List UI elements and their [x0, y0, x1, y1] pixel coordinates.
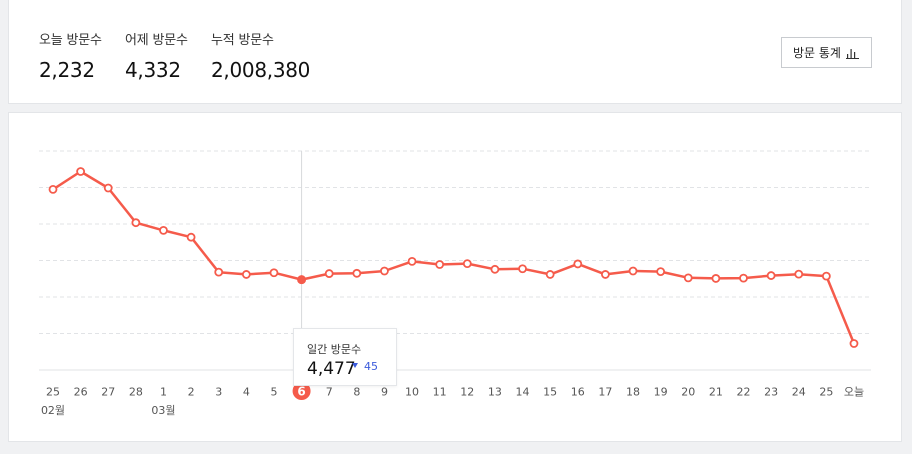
chart-tooltip: 일간 방문수 4,477 45: [293, 328, 397, 386]
x-tick-label: 15: [543, 386, 557, 399]
x-tick-label: 13: [488, 386, 502, 399]
down-arrow-icon: [352, 363, 358, 368]
data-point: [821, 271, 831, 281]
x-tick-label: 24: [792, 386, 806, 399]
tooltip-diff: 45: [364, 360, 378, 373]
data-point: [766, 271, 776, 280]
data-point: [407, 256, 417, 266]
x-tick-label: 25: [46, 386, 60, 399]
stats-summary-card: 오늘 방문수 2,232 어제 방문수 4,332 누적 방문수 2,008,3…: [8, 0, 902, 104]
stat-value: 2,232: [39, 58, 95, 82]
bar-chart-icon: [845, 48, 859, 59]
data-point: [601, 270, 610, 279]
x-tick-label: 19: [654, 386, 668, 399]
x-tick-label: 7: [326, 386, 333, 399]
month-label: 03월: [151, 404, 175, 417]
total-visits: 누적 방문수 2,008,380: [211, 29, 310, 82]
data-point: [269, 268, 279, 278]
data-point: [628, 266, 638, 276]
data-point: [103, 183, 113, 193]
data-point: [48, 184, 58, 194]
stat-label: 오늘 방문수: [39, 33, 102, 48]
x-tick-label: 오늘: [844, 386, 864, 399]
today-visits: 오늘 방문수 2,232: [39, 29, 102, 82]
data-point: [352, 268, 362, 278]
x-tick-label: 27: [101, 386, 115, 399]
x-tick-label: 26: [74, 386, 88, 399]
tooltip-label: 일간 방문수: [307, 343, 362, 356]
data-point: [545, 270, 555, 279]
x-tick-label: 1: [160, 386, 167, 399]
data-point: [241, 270, 251, 279]
x-tick-label: 20: [681, 386, 695, 399]
x-tick-label: 9: [381, 386, 388, 399]
x-tick-label: 18: [626, 386, 640, 399]
data-point: [849, 339, 859, 348]
stat-value: 4,332: [125, 58, 181, 82]
x-tick-label: 5: [270, 386, 277, 399]
x-tick-label: 8: [353, 386, 360, 399]
visit-stats-button[interactable]: 방문 통계: [781, 37, 872, 68]
x-tick-label: 4: [243, 386, 250, 399]
data-point: [656, 267, 666, 276]
data-point: [739, 273, 748, 283]
x-tick-label: 6: [297, 385, 305, 399]
x-tick-label: 14: [516, 386, 530, 399]
x-tick-label: 3: [215, 386, 222, 399]
x-tick-label: 11: [433, 386, 447, 399]
data-point: [131, 218, 141, 228]
x-tick-label: 12: [460, 386, 474, 399]
x-tick-label: 25: [819, 386, 833, 399]
stat-label: 누적 방문수: [211, 33, 274, 48]
x-tick-label: 2: [188, 386, 195, 399]
data-point: [324, 269, 334, 278]
x-tick-label: 23: [764, 386, 778, 399]
data-point: [214, 267, 224, 277]
data-point: [711, 274, 721, 283]
visit-stats-button-label: 방문 통계: [793, 46, 841, 60]
data-point: [435, 260, 445, 269]
stat-label: 어제 방문수: [125, 33, 188, 48]
tooltip-value: 4,477: [307, 359, 356, 379]
data-point: [490, 264, 500, 274]
data-point: [683, 273, 693, 283]
series-line: [52, 170, 856, 344]
x-tick-label: 21: [709, 386, 723, 399]
x-tick-label: 22: [737, 386, 751, 399]
month-label: 02월: [41, 404, 65, 417]
data-point: [186, 232, 196, 242]
data-point: [462, 259, 472, 269]
stat-value: 2,008,380: [211, 58, 311, 82]
daily-visits-chart: 25 26 27 28 1 2 3 4 5 6 7 8 9 10 11 12 13 14 15 16 17 18 19 20 2…: [39, 150, 871, 417]
x-tick-label: 16: [571, 386, 585, 399]
data-point: [518, 264, 527, 274]
x-tick-label: 28: [129, 386, 143, 399]
data-point: [76, 167, 86, 176]
data-point-selected: [297, 275, 307, 285]
data-point: [794, 269, 804, 279]
data-point: [159, 225, 168, 235]
x-tick-label: 17: [598, 386, 612, 399]
selected-tick-marker: [292, 382, 311, 400]
x-tick-label: 10: [405, 386, 419, 399]
yesterday-visits: 어제 방문수 4,332: [125, 29, 188, 82]
data-point: [573, 259, 583, 269]
data-point: [380, 266, 389, 276]
chart-card: 25 26 27 28 1 2 3 4 5 6 7 8 9 10 11 12 13 14 15 16 17 18 19 20 2…: [8, 112, 902, 442]
